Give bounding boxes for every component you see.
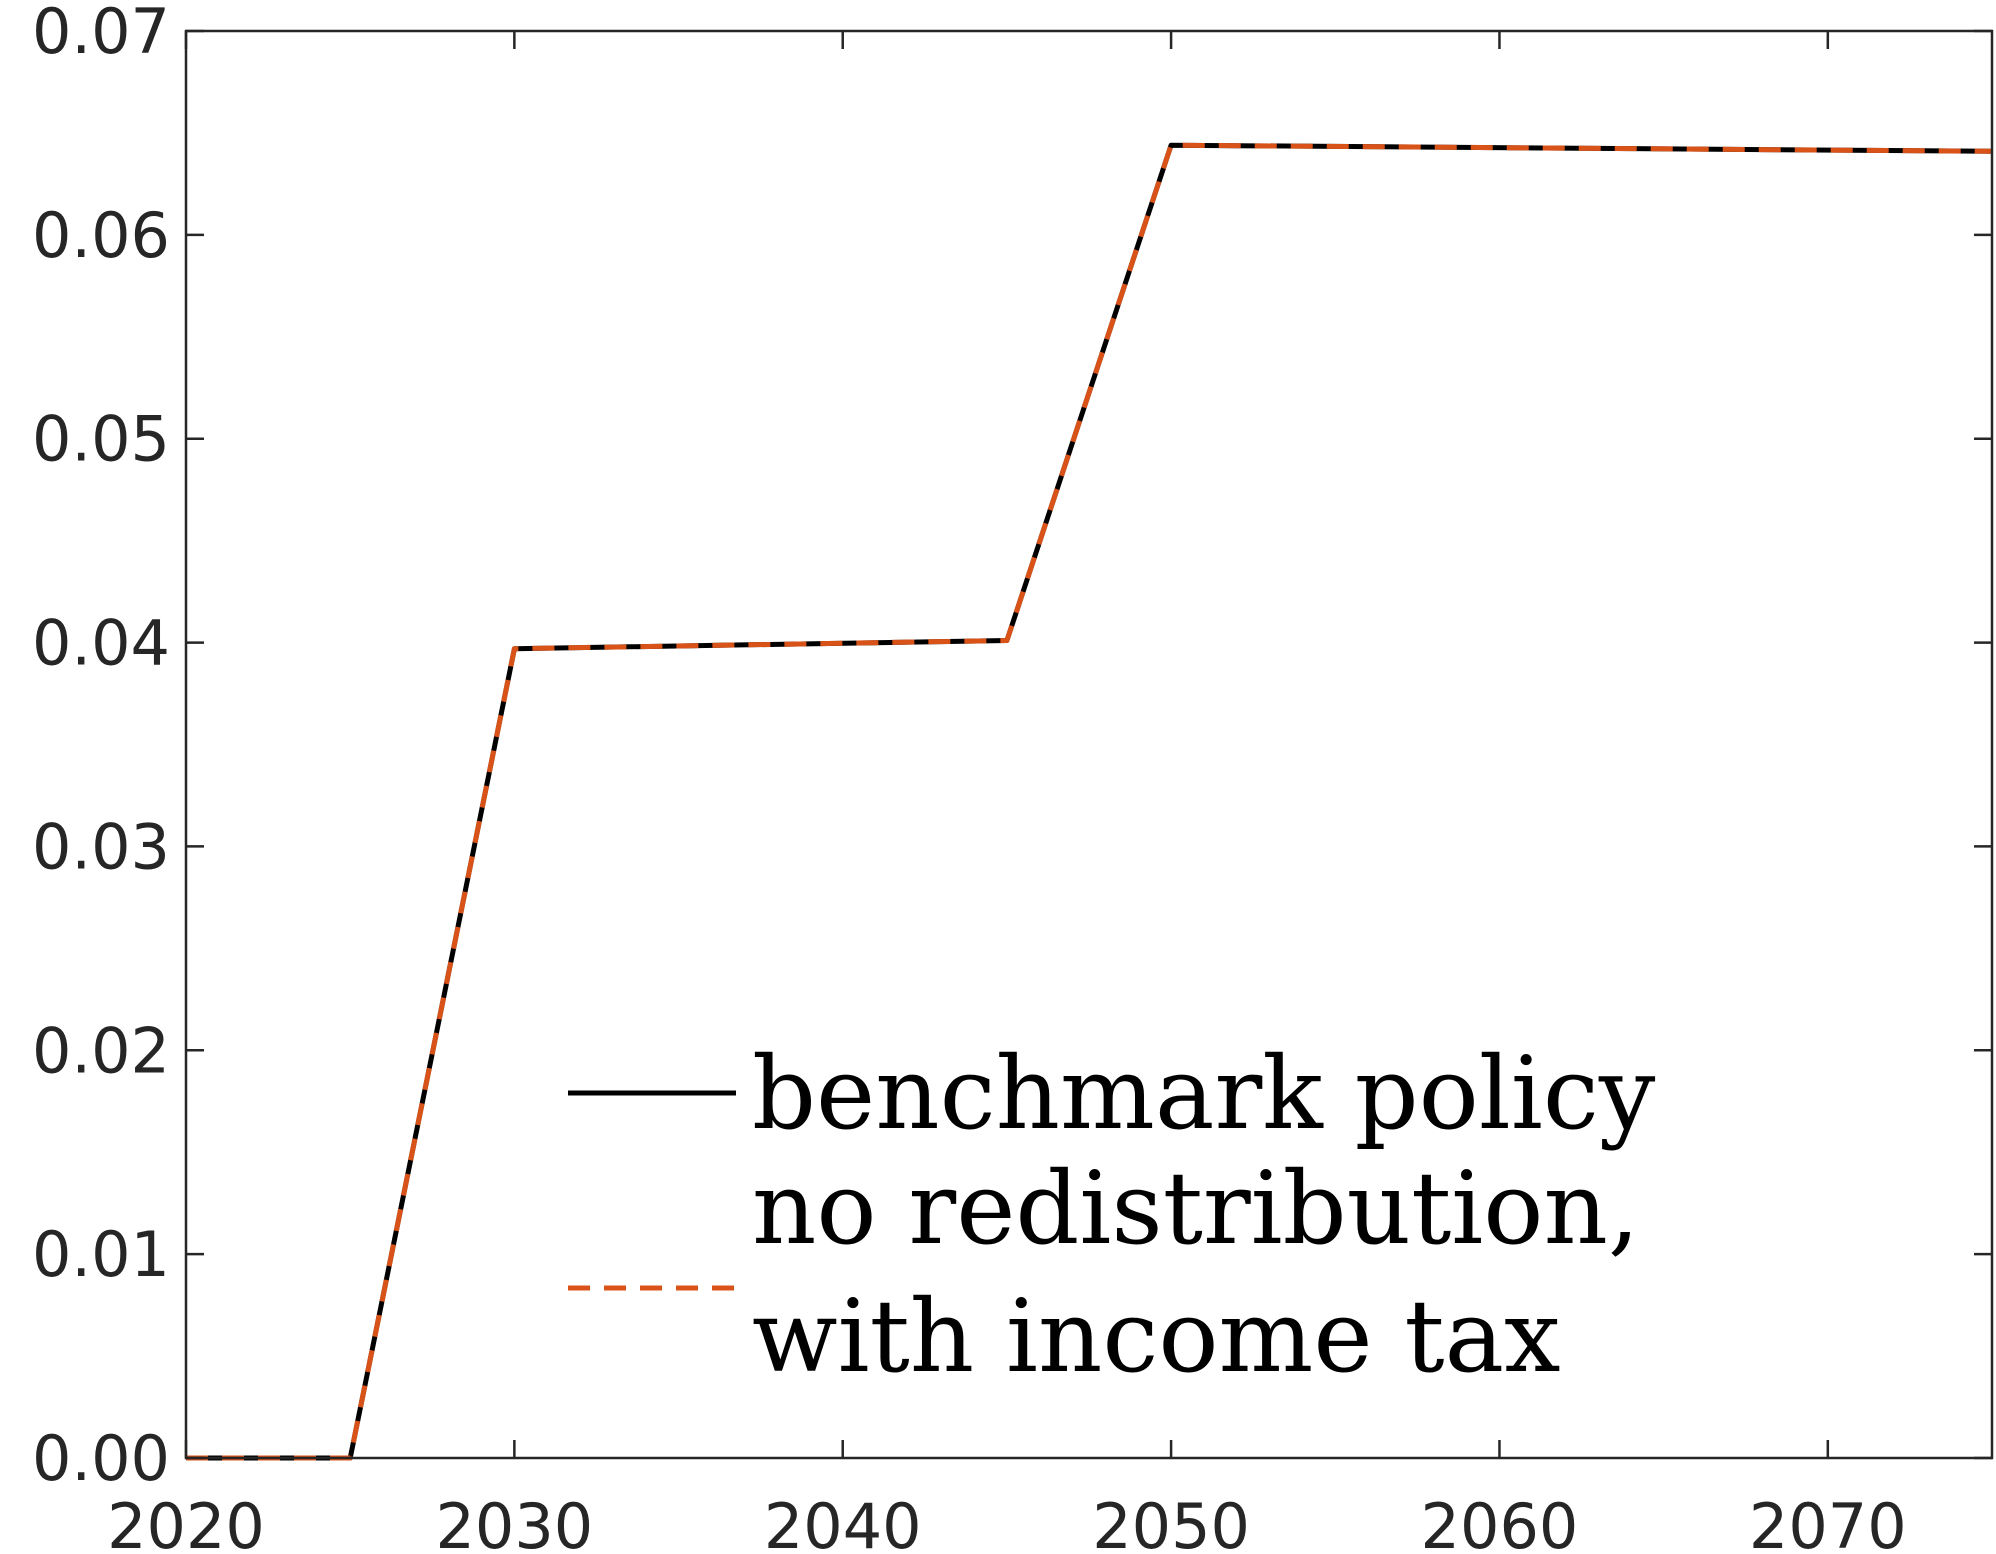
y-axis-tick-labels: 0.00 0.01 0.02 0.03 0.04 0.05 0.06 0.07 bbox=[32, 0, 170, 1495]
x-tick-label-2050: 2050 bbox=[1092, 1490, 1250, 1554]
y-tick-label-0.01: 0.01 bbox=[32, 1218, 170, 1291]
y-tick-label-0.00: 0.00 bbox=[32, 1422, 170, 1495]
axis-ticks bbox=[184, 29, 1992, 1460]
y-tick-label-0.02: 0.02 bbox=[32, 1014, 170, 1087]
plot-area-frame bbox=[184, 29, 1994, 1460]
y-tick-label-0.05: 0.05 bbox=[32, 403, 170, 476]
legend-label-no-redistribution-line1: no redistribution, bbox=[752, 1150, 1640, 1267]
x-tick-label-2030: 2030 bbox=[435, 1490, 593, 1554]
y-tick-label-0.03: 0.03 bbox=[32, 810, 170, 883]
legend-label-benchmark-policy: benchmark policy bbox=[752, 1035, 1656, 1152]
x-tick-label-2070: 2070 bbox=[1749, 1490, 1907, 1554]
x-tick-label-2060: 2060 bbox=[1421, 1490, 1579, 1554]
x-axis-tick-labels: 2020 2030 2040 2050 2060 2070 bbox=[107, 1490, 1907, 1554]
x-tick-label-2040: 2040 bbox=[764, 1490, 922, 1554]
y-tick-label-0.07: 0.07 bbox=[32, 0, 170, 68]
legend-label-no-redistribution-line2: with income tax bbox=[752, 1278, 1561, 1395]
y-tick-label-0.06: 0.06 bbox=[32, 199, 170, 272]
series-line-no-redistribution-with-income-tax bbox=[186, 142, 1993, 1461]
legend: benchmark policy no redistribution, with… bbox=[568, 1035, 1656, 1395]
x-tick-label-2020: 2020 bbox=[107, 1490, 265, 1554]
y-tick-label-0.04: 0.04 bbox=[32, 607, 170, 680]
